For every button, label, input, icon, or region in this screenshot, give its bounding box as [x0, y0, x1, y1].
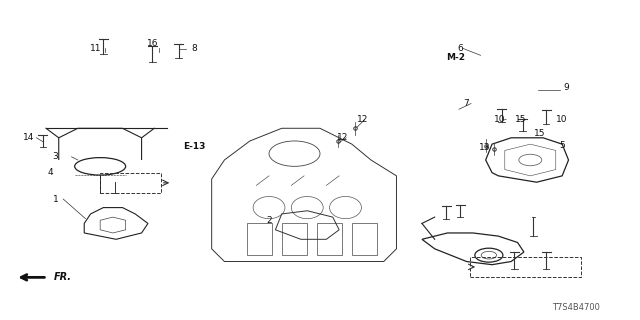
Text: 12: 12	[357, 115, 369, 124]
Bar	[470, 257, 581, 277]
Bar	[246, 223, 272, 255]
Text: E-13: E-13	[183, 142, 205, 151]
Text: FR.: FR.	[54, 272, 72, 282]
Text: 7: 7	[464, 99, 469, 108]
Text: 9: 9	[563, 84, 569, 92]
Text: 3: 3	[52, 152, 58, 161]
Text: 6: 6	[458, 44, 463, 53]
Bar	[317, 223, 342, 255]
Text: 8: 8	[191, 44, 196, 53]
Text: M-2: M-2	[446, 53, 465, 62]
Bar	[352, 223, 378, 255]
Text: 10: 10	[494, 115, 506, 124]
Text: 12: 12	[337, 133, 348, 142]
Text: 14: 14	[22, 133, 34, 142]
Text: 2: 2	[266, 216, 272, 225]
Text: 16: 16	[147, 39, 158, 48]
Text: 13: 13	[479, 143, 490, 152]
Text: T7S4B4700: T7S4B4700	[552, 303, 600, 312]
Text: 15: 15	[534, 129, 545, 138]
Bar	[100, 173, 161, 193]
Text: 15: 15	[515, 115, 527, 124]
Text: 1: 1	[52, 195, 58, 204]
Text: 10: 10	[556, 115, 568, 124]
Text: 5: 5	[559, 141, 565, 150]
Text: 11: 11	[90, 44, 102, 53]
Text: 4: 4	[47, 168, 53, 177]
Bar	[282, 223, 307, 255]
